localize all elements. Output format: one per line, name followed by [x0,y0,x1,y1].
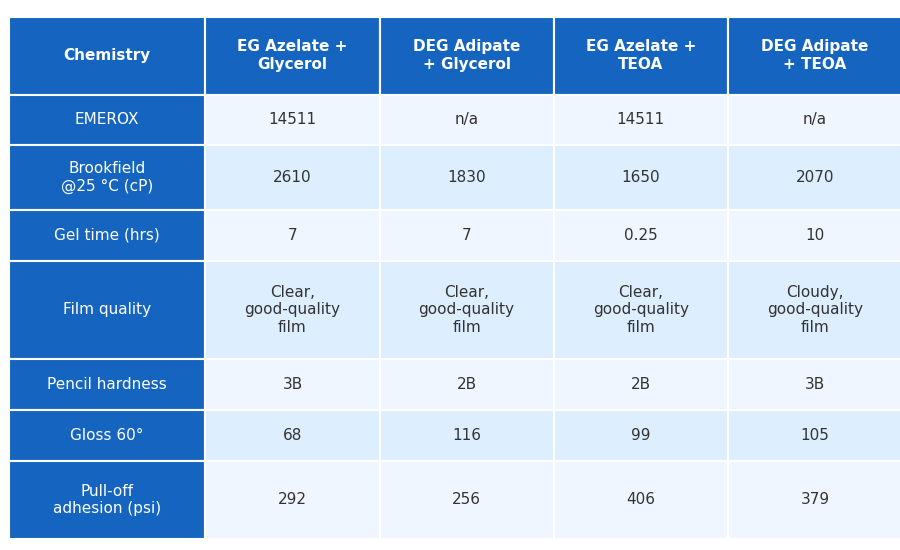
FancyBboxPatch shape [9,410,205,461]
Text: 2610: 2610 [274,170,311,185]
Text: 2B: 2B [456,377,477,392]
FancyBboxPatch shape [554,210,728,261]
Text: EG Azelate +
Glycerol: EG Azelate + Glycerol [238,39,347,72]
FancyBboxPatch shape [9,461,205,539]
FancyBboxPatch shape [205,16,380,95]
Text: n/a: n/a [803,113,827,128]
Text: DEG Adipate
+ Glycerol: DEG Adipate + Glycerol [413,39,520,72]
Text: 14511: 14511 [268,113,317,128]
FancyBboxPatch shape [9,16,205,95]
Text: 10: 10 [806,228,824,243]
FancyBboxPatch shape [9,145,205,210]
Text: 99: 99 [631,428,651,443]
FancyBboxPatch shape [205,261,380,359]
Text: 14511: 14511 [616,113,665,128]
Text: Gloss 60°: Gloss 60° [70,428,144,443]
Text: 105: 105 [800,428,829,443]
Text: 256: 256 [452,492,482,508]
Text: 0.25: 0.25 [624,228,658,243]
FancyBboxPatch shape [554,359,728,410]
Text: Chemistry: Chemistry [64,48,151,63]
Text: 1830: 1830 [447,170,486,185]
Text: 68: 68 [283,428,302,443]
Text: 406: 406 [626,492,655,508]
FancyBboxPatch shape [728,261,900,359]
FancyBboxPatch shape [205,210,380,261]
Text: 1650: 1650 [621,170,660,185]
Text: EMEROX: EMEROX [75,113,140,128]
FancyBboxPatch shape [554,145,728,210]
FancyBboxPatch shape [554,261,728,359]
Text: Clear,
good-quality
film: Clear, good-quality film [245,285,340,335]
FancyBboxPatch shape [554,410,728,461]
Text: 379: 379 [800,492,830,508]
Text: 2B: 2B [631,377,651,392]
FancyBboxPatch shape [380,261,554,359]
FancyBboxPatch shape [728,16,900,95]
FancyBboxPatch shape [728,95,900,145]
FancyBboxPatch shape [9,359,205,410]
FancyBboxPatch shape [380,410,554,461]
FancyBboxPatch shape [205,359,380,410]
Text: 2070: 2070 [796,170,834,185]
Text: Cloudy,
good-quality
film: Cloudy, good-quality film [767,285,863,335]
Text: Clear,
good-quality
film: Clear, good-quality film [593,285,688,335]
Text: 7: 7 [288,228,297,243]
FancyBboxPatch shape [205,461,380,539]
FancyBboxPatch shape [380,95,554,145]
FancyBboxPatch shape [380,210,554,261]
FancyBboxPatch shape [205,410,380,461]
FancyBboxPatch shape [728,145,900,210]
FancyBboxPatch shape [380,461,554,539]
FancyBboxPatch shape [9,95,205,145]
FancyBboxPatch shape [554,95,728,145]
Text: 292: 292 [278,492,307,508]
Text: Clear,
good-quality
film: Clear, good-quality film [418,285,515,335]
Text: Pencil hardness: Pencil hardness [48,377,167,392]
FancyBboxPatch shape [728,461,900,539]
FancyBboxPatch shape [380,359,554,410]
Text: 7: 7 [462,228,472,243]
Text: EG Azelate +
TEOA: EG Azelate + TEOA [586,39,696,72]
Text: 3B: 3B [805,377,825,392]
Text: Brookfield
@25 °C (cP): Brookfield @25 °C (cP) [61,161,153,194]
Text: Pull-off
adhesion (psi): Pull-off adhesion (psi) [53,484,161,516]
FancyBboxPatch shape [9,261,205,359]
FancyBboxPatch shape [728,359,900,410]
Text: 3B: 3B [283,377,302,392]
FancyBboxPatch shape [380,145,554,210]
Text: n/a: n/a [454,113,479,128]
FancyBboxPatch shape [554,16,728,95]
FancyBboxPatch shape [554,461,728,539]
FancyBboxPatch shape [205,95,380,145]
FancyBboxPatch shape [380,16,554,95]
Text: Film quality: Film quality [63,302,151,317]
FancyBboxPatch shape [728,410,900,461]
FancyBboxPatch shape [9,210,205,261]
FancyBboxPatch shape [728,210,900,261]
Text: Gel time (hrs): Gel time (hrs) [54,228,160,243]
Text: DEG Adipate
+ TEOA: DEG Adipate + TEOA [761,39,868,72]
FancyBboxPatch shape [205,145,380,210]
Text: 116: 116 [452,428,482,443]
